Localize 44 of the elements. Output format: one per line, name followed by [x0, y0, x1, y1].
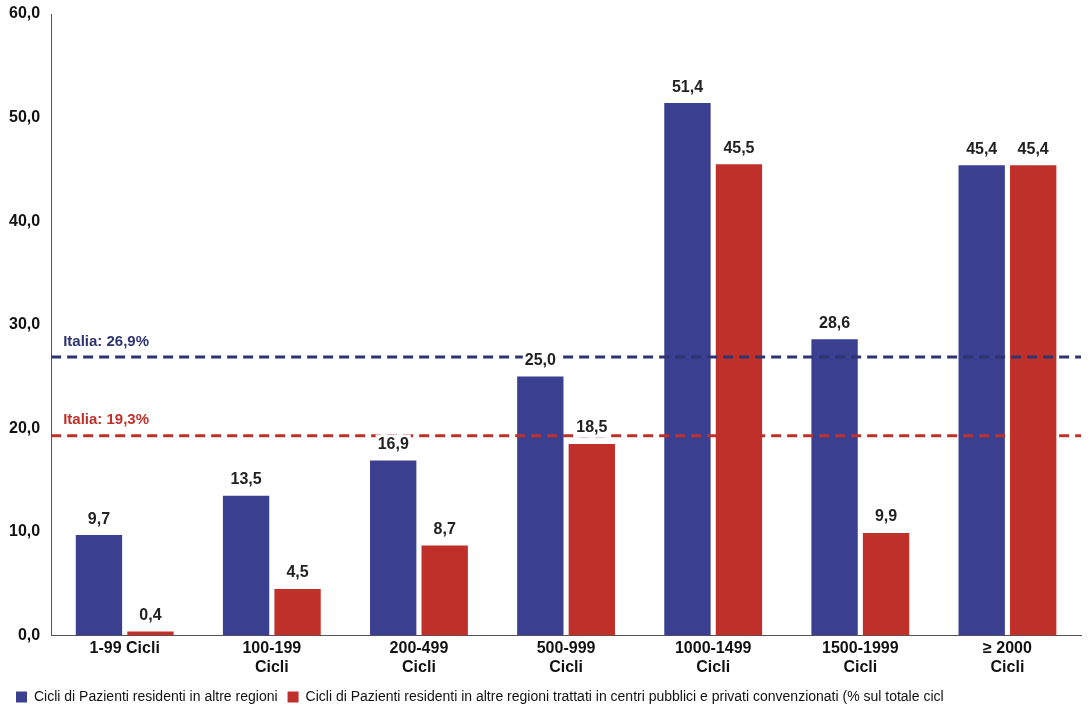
- bar: [568, 443, 615, 636]
- data-label: 8,7: [433, 519, 456, 537]
- x-tick-label: 200-499 Cicli: [389, 638, 449, 675]
- ref-line-label: Italia: 19,3%: [63, 410, 150, 428]
- bar: [421, 545, 468, 636]
- data-label: 45,4: [966, 139, 998, 157]
- data-label: 0,4: [139, 605, 162, 623]
- x-tick-label: 100-199 Cicli: [242, 638, 302, 675]
- data-label: 25,0: [524, 351, 556, 369]
- data-label: 9,7: [87, 509, 111, 527]
- y-tick-label: 20,0: [9, 418, 41, 436]
- data-label: 51,4: [671, 77, 704, 95]
- x-tick-label: ≥ 2000 Cicli: [983, 638, 1032, 675]
- data-label: 45,4: [1017, 139, 1049, 157]
- bar: [274, 588, 321, 636]
- y-tick-label: 40,0: [9, 211, 41, 229]
- bar: [664, 103, 711, 636]
- data-label: 4,5: [286, 563, 309, 581]
- legend-label: Cicli di Pazienti residenti in altre regioni trattati in centri pubblici e privati convenzionati (% sul totale cicl: [305, 687, 944, 704]
- y-tick-label: 50,0: [9, 108, 41, 126]
- y-tick-label: 60,0: [9, 4, 41, 22]
- x-tick-label: 1-99 Cicli: [89, 638, 160, 656]
- data-label: 18,5: [576, 418, 608, 436]
- y-tick-label: 0,0: [17, 626, 41, 644]
- bar: [370, 460, 417, 636]
- y-tick-label: 10,0: [9, 522, 41, 540]
- bar: [958, 165, 1005, 636]
- data-label: 16,9: [377, 434, 409, 452]
- legend-label: Cicli di Pazienti residenti in altre regioni: [34, 687, 278, 704]
- data-label: 13,5: [230, 470, 262, 488]
- y-tick-label: 30,0: [9, 315, 41, 333]
- data-label: 45,5: [723, 138, 755, 156]
- x-tick-label: 1500-1999 Cicli: [822, 638, 899, 675]
- data-label: 9,9: [874, 507, 898, 525]
- data-label: 28,6: [819, 313, 851, 331]
- x-tick-label: 500-999 Cicli: [536, 638, 596, 675]
- bar: [862, 533, 910, 636]
- bar: [811, 339, 858, 636]
- ref-line-label: Italia: 26,9%: [63, 331, 150, 349]
- bar: [75, 535, 123, 636]
- x-tick-label: 1000-1499 Cicli: [674, 638, 752, 675]
- bar: [517, 376, 564, 636]
- bar: [222, 495, 270, 636]
- bar: [127, 631, 174, 636]
